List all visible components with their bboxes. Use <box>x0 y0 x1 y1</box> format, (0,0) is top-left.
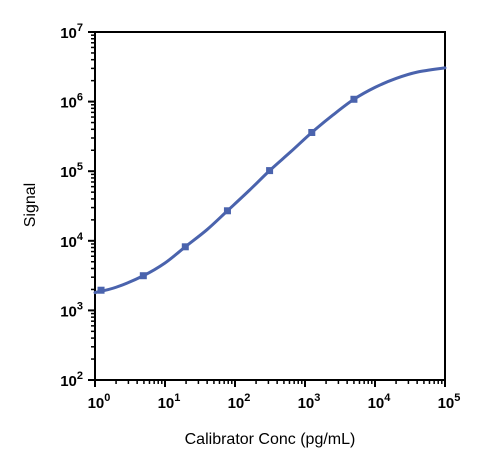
x-tick-label: 104 <box>368 392 392 412</box>
data-point-marker <box>181 243 189 251</box>
x-tick-label: 103 <box>298 392 321 412</box>
x-tick-label: 101 <box>158 392 181 412</box>
x-tick-label: 100 <box>88 392 111 412</box>
plot-frame <box>94 31 446 381</box>
data-point-marker <box>97 286 105 294</box>
y-tick-label: 105 <box>60 161 83 181</box>
x-tick-label: 105 <box>438 392 461 412</box>
x-tick-label: 102 <box>228 392 251 412</box>
data-point-marker <box>223 207 231 215</box>
axes <box>94 31 446 381</box>
y-tick-label: 106 <box>60 92 83 112</box>
x-axis-title: Calibrator Conc (pg/mL) <box>185 431 356 448</box>
y-tick-label: 104 <box>60 231 84 251</box>
data-point-marker <box>350 95 358 103</box>
data-point-marker <box>139 272 147 280</box>
y-tick-label: 107 <box>60 22 83 42</box>
series <box>93 66 447 295</box>
ticks <box>88 31 446 387</box>
data-point-marker <box>308 128 316 136</box>
data-point-marker <box>266 167 274 175</box>
y-axis-title: Signal <box>22 183 39 227</box>
y-tick-label: 102 <box>60 370 83 390</box>
y-tick-label: 103 <box>60 300 83 320</box>
tick-labels: 100 101 102 103 104 105 102 103 104 105 106 107 <box>60 22 460 412</box>
fit-curve-line <box>93 66 447 295</box>
